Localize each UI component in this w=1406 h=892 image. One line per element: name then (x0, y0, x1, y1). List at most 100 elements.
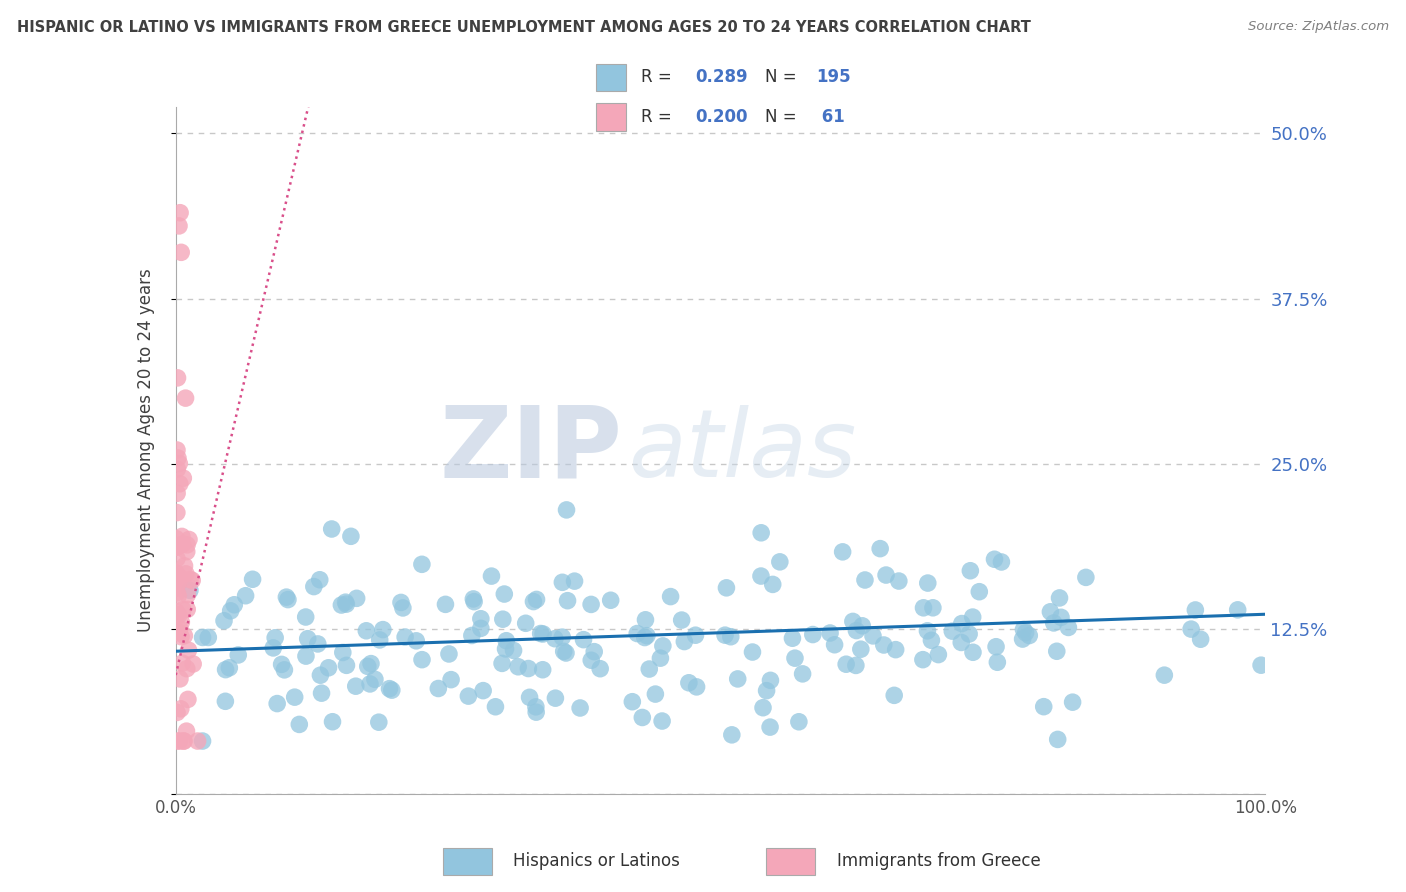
Point (214, 694, 236, 708)
Point (849, 642, 872, 657)
Point (242, 572, 264, 586)
FancyBboxPatch shape (766, 848, 815, 875)
Point (165, 582, 187, 596)
Point (1042, 615, 1064, 630)
Point (166, 443, 188, 458)
Point (463, 594, 485, 608)
Point (172, 734, 194, 748)
Point (762, 577, 785, 591)
Point (484, 699, 506, 714)
Point (264, 631, 287, 645)
Point (922, 600, 945, 615)
Point (176, 538, 198, 552)
Point (167, 450, 190, 465)
Point (427, 681, 450, 696)
Point (1032, 699, 1054, 714)
Point (526, 592, 548, 607)
Point (340, 529, 363, 543)
Point (842, 615, 865, 629)
Point (502, 643, 524, 657)
Point (172, 471, 194, 485)
Point (177, 692, 200, 706)
Point (621, 695, 644, 709)
Y-axis label: Unemployment Among Ages 20 to 24 years: Unemployment Among Ages 20 to 24 years (136, 268, 155, 632)
Point (235, 589, 257, 603)
Point (177, 643, 200, 657)
Point (394, 630, 416, 644)
Point (309, 668, 332, 682)
Point (862, 629, 884, 643)
FancyBboxPatch shape (443, 848, 492, 875)
Point (170, 529, 193, 543)
Point (1062, 695, 1084, 709)
Point (166, 625, 188, 640)
Point (177, 533, 200, 547)
Point (356, 624, 378, 638)
Point (801, 627, 824, 641)
Point (214, 663, 236, 677)
Text: atlas: atlas (628, 405, 856, 496)
Point (307, 637, 329, 651)
Point (491, 657, 513, 671)
FancyBboxPatch shape (596, 63, 626, 92)
Point (176, 724, 198, 739)
Point (295, 649, 318, 664)
Point (167, 219, 190, 233)
Point (551, 630, 574, 644)
Point (277, 592, 299, 607)
Point (262, 640, 284, 655)
Point (555, 503, 578, 517)
Point (197, 631, 219, 645)
Point (492, 612, 515, 626)
Point (555, 646, 578, 660)
Point (579, 598, 602, 612)
Point (853, 573, 876, 587)
Point (873, 638, 896, 652)
Point (169, 205, 191, 219)
Point (969, 584, 991, 599)
Point (599, 593, 621, 607)
Point (169, 622, 191, 636)
Point (219, 604, 242, 618)
Point (392, 601, 415, 615)
Point (990, 555, 1012, 569)
Point (165, 541, 187, 555)
Point (173, 558, 195, 573)
Point (273, 663, 295, 677)
Point (755, 683, 778, 698)
Point (531, 663, 554, 677)
Point (531, 627, 554, 641)
Point (557, 593, 579, 607)
Point (167, 625, 190, 640)
Point (589, 662, 612, 676)
Point (634, 631, 657, 645)
Point (569, 701, 592, 715)
Point (551, 575, 574, 590)
Text: R =: R = (641, 68, 672, 87)
Point (389, 595, 412, 609)
Text: HISPANIC OR LATINO VS IMMIGRANTS FROM GREECE UNEMPLOYMENT AMONG AGES 20 TO 24 YE: HISPANIC OR LATINO VS IMMIGRANTS FROM GR… (17, 20, 1031, 35)
Point (176, 662, 198, 676)
Point (176, 588, 198, 602)
Point (1153, 668, 1175, 682)
Point (302, 580, 325, 594)
Point (824, 638, 846, 652)
Point (381, 683, 404, 698)
Point (515, 616, 537, 631)
Point (959, 564, 981, 578)
Point (470, 612, 492, 626)
Text: 61: 61 (817, 108, 845, 126)
Point (181, 574, 204, 588)
Point (749, 525, 772, 540)
Point (169, 672, 191, 686)
Point (170, 615, 193, 630)
Point (276, 590, 298, 604)
Point (368, 632, 391, 647)
Point (716, 581, 738, 595)
Point (845, 624, 868, 638)
Point (294, 610, 316, 624)
Point (191, 734, 214, 748)
Point (212, 614, 235, 628)
Point (308, 573, 330, 587)
Point (1018, 628, 1040, 642)
